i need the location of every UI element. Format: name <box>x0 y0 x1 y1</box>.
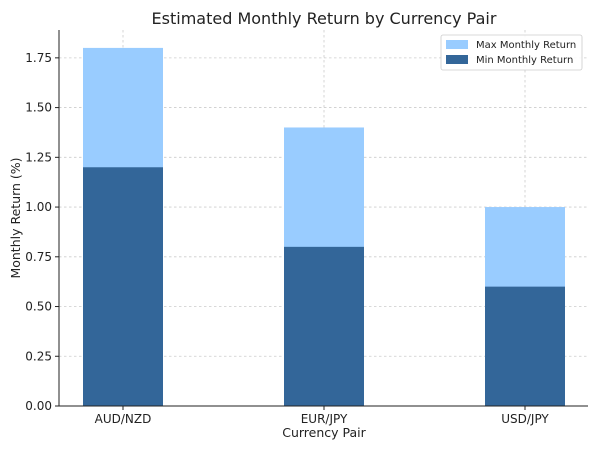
x-tick-label: EUR/JPY <box>301 412 348 426</box>
y-tick-label: 1.75 <box>25 51 52 65</box>
bar-min-return <box>485 286 565 406</box>
y-tick-label: 0.75 <box>25 250 52 264</box>
legend-swatch-min <box>446 55 468 64</box>
legend: Max Monthly Return Min Monthly Return <box>440 34 583 71</box>
y-tick-label: 0.25 <box>25 349 52 363</box>
y-tick-label: 1.25 <box>25 150 52 164</box>
legend-swatch-max <box>446 40 468 49</box>
x-tick-label: USD/JPY <box>501 412 549 426</box>
x-tick-label: AUD/NZD <box>95 412 152 426</box>
bar-min-return <box>83 167 163 406</box>
bars <box>83 47 565 407</box>
y-tick-label: 0.00 <box>25 399 52 413</box>
chart-title: Estimated Monthly Return by Currency Pai… <box>152 9 497 28</box>
x-axis-label: Currency Pair <box>282 425 366 440</box>
legend-label-min: Min Monthly Return <box>476 55 573 66</box>
y-axis-label: Monthly Return (%) <box>8 157 23 278</box>
legend-frame <box>440 34 583 71</box>
y-tick-label: 0.50 <box>25 300 52 314</box>
y-tick-label: 1.00 <box>25 200 52 214</box>
legend-label-max: Max Monthly Return <box>476 40 576 51</box>
y-tick-label: 1.50 <box>25 101 52 115</box>
bar-min-return <box>284 246 364 406</box>
x-ticks: AUD/NZD EUR/JPY USD/JPY <box>95 406 549 426</box>
y-ticks: 0.00 0.25 0.50 0.75 1.00 1.25 1.50 1.75 <box>25 51 59 413</box>
